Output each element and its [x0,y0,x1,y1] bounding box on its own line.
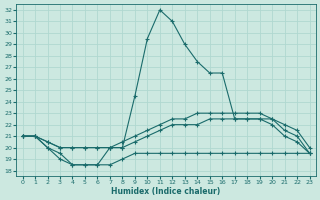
X-axis label: Humidex (Indice chaleur): Humidex (Indice chaleur) [111,187,221,196]
